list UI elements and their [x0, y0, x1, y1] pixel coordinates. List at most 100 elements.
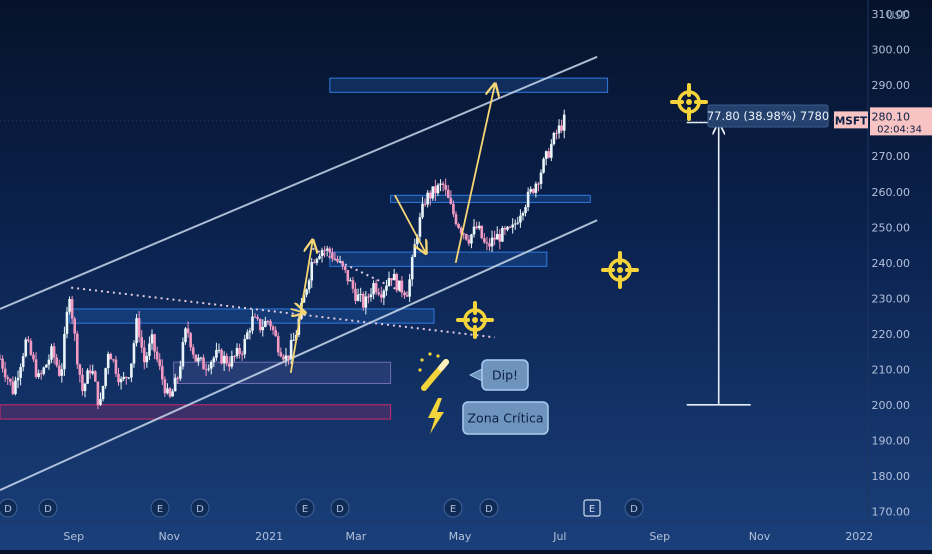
time-axis[interactable]: Sep Nov 2021 Mar May Jul Sep Nov 2022 [0, 521, 932, 543]
marker-circle [330, 498, 350, 518]
candle-body [6, 377, 10, 379]
candle-body [50, 346, 53, 360]
candle-body [27, 339, 30, 341]
callout-pointer [468, 368, 483, 382]
zone-rect[interactable] [329, 251, 548, 267]
zone-rect[interactable] [0, 404, 392, 420]
candle-body [78, 364, 82, 375]
candle-body [243, 338, 247, 355]
marker-letter: D [4, 504, 12, 515]
candle-body [94, 371, 97, 382]
y-tick-label: 180.00 [872, 470, 911, 483]
candle-body [220, 349, 223, 364]
marker-square [583, 499, 601, 517]
dividend-marker[interactable]: D [38, 498, 58, 518]
sparkle [436, 354, 440, 358]
candle-body [441, 183, 445, 186]
candle-body [269, 321, 272, 327]
dividend-marker[interactable]: D [479, 498, 499, 518]
target-dot [472, 317, 478, 323]
candle-body [428, 192, 432, 199]
candle-body [325, 248, 329, 251]
candle-body [256, 317, 259, 319]
arrow-annotation[interactable] [454, 85, 495, 263]
zone-rect[interactable] [390, 194, 591, 203]
wand-tip [438, 359, 449, 371]
candle-body [104, 368, 107, 386]
candle-body [230, 356, 234, 367]
earnings-marker[interactable]: E [295, 498, 315, 518]
marker-circle [624, 498, 644, 518]
candle-body [145, 355, 149, 363]
candle-body [88, 370, 92, 374]
callout-dip[interactable]: Dip! [468, 359, 529, 391]
candle-body [282, 356, 285, 360]
crosshair-target-icon[interactable] [456, 301, 494, 339]
measure-label-box [707, 104, 829, 128]
callout-text: Dip! [492, 368, 518, 383]
plot-area: 77.80 (38.98%) 7780 Dip! Zona Crítica [0, 55, 834, 491]
dividend-marker[interactable]: D [190, 498, 210, 518]
zone-rect[interactable] [329, 77, 609, 93]
candle-body [323, 250, 326, 252]
candle-body [176, 377, 180, 379]
candle-body [513, 223, 517, 225]
candle-body [171, 391, 174, 397]
candle-body [333, 258, 337, 260]
candle-body [434, 186, 437, 194]
candle-body [207, 368, 210, 370]
dividend-marker[interactable]: D [0, 498, 18, 518]
candle-body [498, 233, 502, 242]
candle-body [313, 262, 316, 264]
candle-body [194, 354, 198, 362]
dotted-trendline[interactable] [71, 286, 495, 339]
candle-body [547, 151, 551, 158]
arrow-annotation[interactable] [290, 309, 304, 313]
marker-letter: D [336, 504, 344, 515]
candle-body [346, 270, 350, 282]
candle-body [227, 363, 231, 367]
marker-circle [190, 498, 210, 518]
candle-body [302, 294, 306, 303]
crosshair-target-icon[interactable] [670, 83, 708, 121]
candle-body [209, 362, 213, 369]
candle-body [477, 225, 481, 229]
channel-upper-line[interactable] [0, 55, 598, 310]
candle-body [279, 352, 283, 357]
price-axis[interactable]: 310.00300.00290.00280.00270.00260.00250.… [834, 0, 932, 522]
candle-body [524, 207, 527, 214]
arrow-annotation[interactable] [394, 194, 425, 252]
x-tick-label: 2022 [845, 530, 873, 543]
candle-body [542, 158, 545, 173]
candle-body [521, 213, 525, 216]
candle-body [331, 252, 334, 259]
earnings-marker[interactable]: E [150, 498, 170, 518]
candle-body [253, 316, 257, 318]
candle-body [287, 355, 290, 359]
candle-body [426, 192, 429, 205]
candle-body [276, 336, 280, 353]
candle-body [503, 227, 507, 230]
candle-body [55, 357, 58, 366]
crosshair-target-icon[interactable] [601, 251, 639, 289]
earnings-marker-upcoming[interactable]: E [583, 499, 601, 517]
dividend-marker[interactable]: D [624, 498, 644, 518]
candle-body [343, 266, 347, 271]
candle-body [374, 283, 378, 293]
candle-body [114, 359, 118, 374]
candle-body [364, 296, 368, 308]
callout-zona-critica[interactable]: Zona Crítica [462, 401, 549, 435]
sparkle [420, 358, 424, 362]
dividend-marker[interactable]: D [330, 498, 350, 518]
earnings-marker[interactable]: E [443, 498, 463, 518]
candle-body [480, 225, 484, 239]
channel-lower-line[interactable] [0, 219, 598, 491]
candle-body [377, 292, 381, 295]
candle-body [117, 373, 120, 383]
candle-body [392, 274, 396, 281]
candle-body [307, 280, 311, 290]
candle-body [34, 359, 38, 377]
target-dot [617, 267, 623, 273]
sparkle [418, 368, 422, 372]
